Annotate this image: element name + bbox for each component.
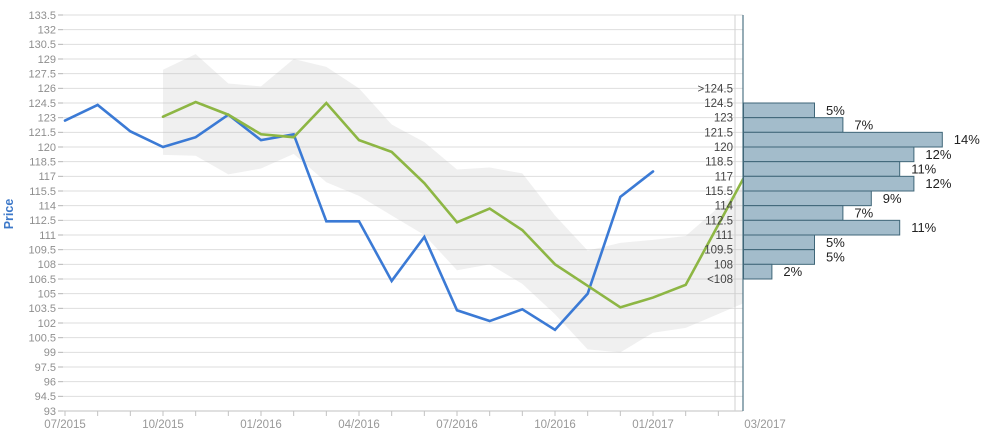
y-tick-label: 94.5 [35,391,56,403]
y-tick-label: 127.5 [28,68,56,80]
histogram-bar-value: 5% [826,250,845,265]
y-tick-label: 124.5 [28,98,56,110]
histogram-bar-value: 11% [911,162,936,177]
histogram-bar [743,146,915,163]
histogram-bar-value: 12% [925,147,951,162]
histogram-bar-value: 2% [783,264,802,279]
y-tick-label: 133.5 [28,10,56,22]
y-tick-label: 130.5 [28,39,56,51]
y-tick-label: 93 [44,406,56,418]
x-tick-label: 01/2016 [240,419,282,431]
price-history [63,103,655,332]
x-tick-label: 07/2016 [436,419,478,431]
histogram-bin-label: 117 [715,171,733,183]
histogram-bin-label: 111 [716,230,733,242]
y-tick-label: 129 [38,54,56,66]
y-tick-label: 123 [38,112,56,124]
y-tick-label: 99 [44,347,56,359]
y-tick-label: 114 [38,200,56,212]
histogram-bar [743,161,901,177]
histogram-bin-label: <108 [707,274,733,286]
histogram-bar-value: 12% [925,176,951,191]
x-tick-label: 01/2017 [632,419,674,431]
histogram-date-label: 03/2017 [744,419,786,431]
histogram-bar-value: 9% [883,191,902,206]
histogram-bar [743,249,815,265]
x-tick-label: 04/2016 [338,419,380,431]
y-tick-label: 126 [38,83,56,95]
y-tick-label: 132 [38,24,56,36]
histogram-bin-label: 114 [715,201,734,213]
y-tick-label: 118.5 [29,156,56,168]
histogram-bin-label: 120 [714,142,733,154]
histogram-bar-value: 7% [854,118,873,133]
y-tick-label: 97.5 [35,362,56,374]
y-tick-label: 103.5 [28,303,56,315]
histogram-bar [743,205,844,221]
y-tick-label: 106.5 [28,274,56,286]
y-tick-label: 108 [38,259,56,271]
histogram-bin-label: 112.5 [705,215,733,227]
x-tick-label: 10/2016 [534,419,576,431]
y-tick-label: 102 [38,318,56,330]
forecast-line [161,100,745,309]
histogram-bin-label: 121.5 [704,127,733,139]
y-tick-label: 115.5 [29,186,56,198]
x-tick-label: 07/2015 [44,419,86,431]
histogram-bin-label: 118.5 [705,157,733,169]
y-tick-label: 109.5 [28,244,56,256]
histogram-bar-value: 7% [854,206,873,221]
histogram-bar [743,117,844,133]
histogram-bin-label: 123 [714,113,733,125]
histogram-bar [743,102,815,119]
histogram-bar [743,190,872,207]
histogram-bin-label: 115.5 [705,186,733,198]
histogram-bar [743,219,901,236]
histogram-bar [743,234,815,251]
histogram-bin-label: 109.5 [704,245,733,257]
y-tick-label: 120 [38,142,56,154]
y-tick-label: 105 [38,288,56,300]
histogram-bar [743,131,943,148]
y-tick-label: 100.5 [28,332,56,344]
histogram-bar-value: 11% [911,220,936,235]
histogram-bar-value: 5% [826,235,845,250]
x-tick-label: 10/2015 [142,419,184,431]
y-tick-label: 117 [38,171,56,183]
y-tick-label: 112.5 [29,215,56,227]
histogram-bar-value: 5% [826,103,845,118]
confidence-band [163,54,744,353]
histogram-bin-label: 108 [714,259,733,271]
y-tick-label: 111 [39,230,56,242]
y-tick-label: 96 [44,376,56,388]
y-axis-title: Price [2,198,16,230]
histogram-bin-label: >124.5 [698,83,734,95]
y-tick-label: 121.5 [28,127,56,139]
histogram-bin-label: 124.5 [704,98,733,110]
histogram-bar [743,175,915,192]
histogram-bar [743,263,773,280]
histogram-bar-value: 14% [954,132,980,147]
